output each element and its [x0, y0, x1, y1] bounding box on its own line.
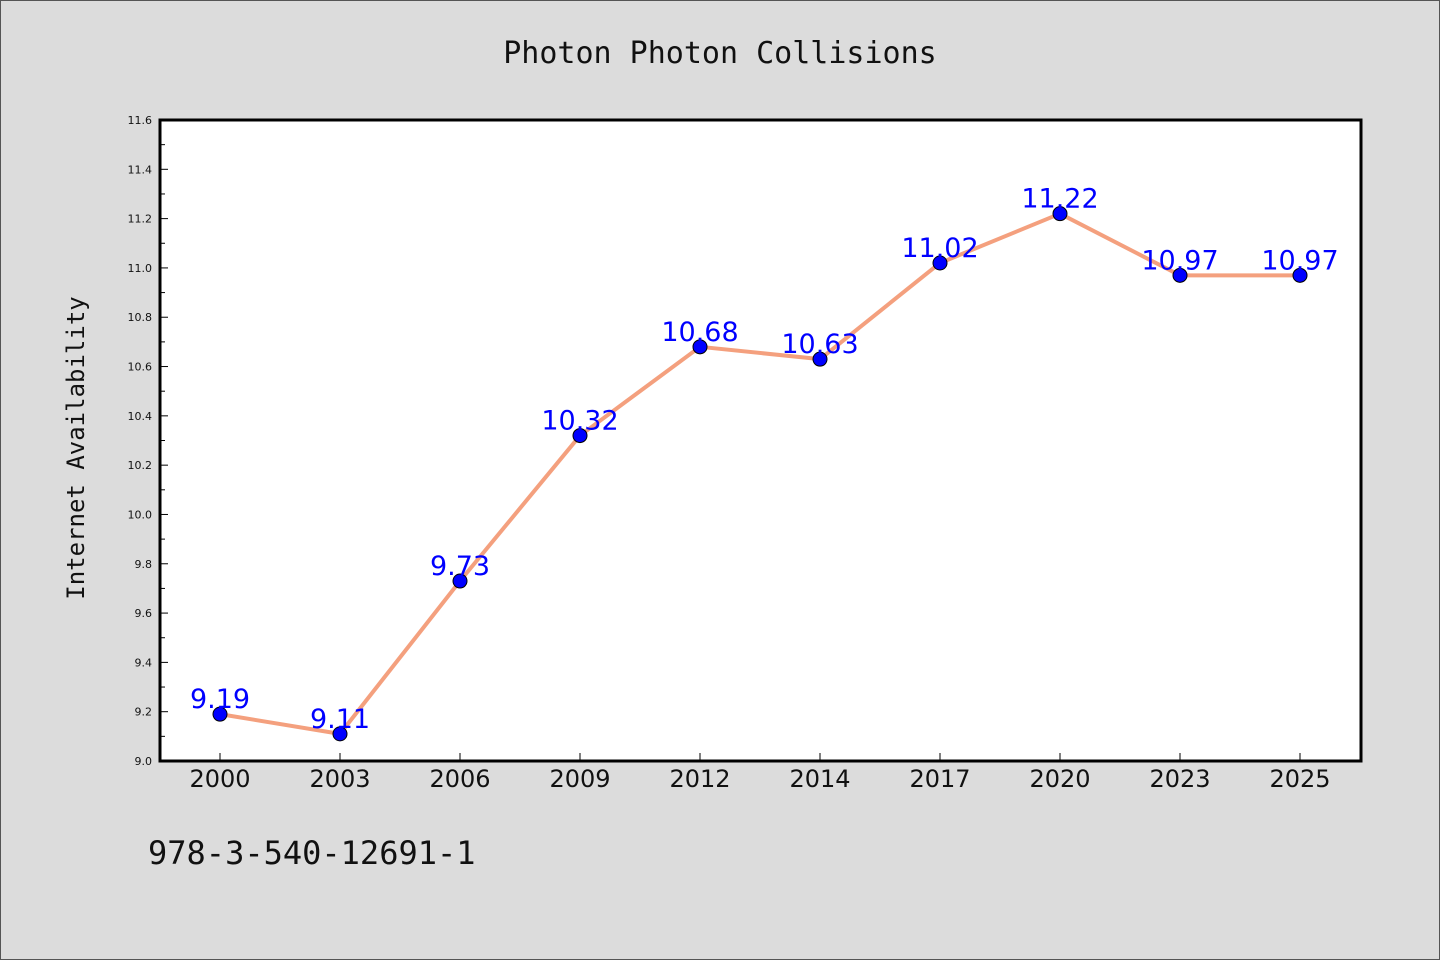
data-point — [452, 573, 468, 589]
x-tick-label: 2020 — [1029, 765, 1090, 793]
x-tick-label: 2023 — [1149, 765, 1210, 793]
x-tick-label: 2006 — [429, 765, 490, 793]
y-tick-label: 10.0 — [128, 508, 153, 521]
data-point — [692, 339, 708, 355]
data-label: 9.19 — [190, 684, 250, 715]
x-axis: 2000 2003 2006 2009 2012 2014 2017 2020 2023 2025 — [189, 753, 1331, 793]
x-tick-label: 2017 — [909, 765, 970, 793]
chart-title: Photon Photon Collisions — [503, 36, 936, 71]
data-label: 10.63 — [781, 329, 858, 360]
x-tick-label: 2000 — [189, 765, 250, 793]
data-point — [572, 428, 588, 444]
y-tick-label: 9.2 — [135, 706, 153, 719]
data-label: 9.11 — [310, 704, 370, 735]
y-tick-label: 11.0 — [128, 262, 153, 275]
data-point — [1172, 267, 1188, 283]
data-point — [932, 255, 948, 271]
y-tick-label: 9.8 — [135, 558, 153, 571]
y-tick-label: 10.8 — [128, 311, 153, 324]
data-labels: 9.19 9.11 9.73 10.32 10.68 10.63 11.02 11.22 10.… — [190, 184, 1339, 735]
data-label: 10.97 — [1141, 245, 1218, 276]
y-tick-label: 10.6 — [128, 361, 153, 374]
data-markers — [212, 206, 1308, 742]
x-tick-label: 2009 — [549, 765, 610, 793]
data-point — [1052, 206, 1068, 222]
data-point — [1292, 267, 1308, 283]
plot-area — [160, 120, 1361, 761]
data-point — [212, 706, 228, 722]
y-axis-label: Internet Availability — [62, 296, 90, 599]
data-label: 11.22 — [1021, 184, 1098, 215]
plot-border — [158, 118, 1363, 763]
x-tick-label: 2025 — [1269, 765, 1330, 793]
data-label: 10.97 — [1261, 245, 1338, 276]
data-label: 10.68 — [661, 317, 738, 348]
data-point — [332, 726, 348, 742]
y-tick-label: 11.4 — [128, 163, 153, 176]
y-tick-label: 9.4 — [135, 656, 153, 669]
y-tick-label: 10.4 — [128, 410, 153, 423]
y-tick-label: 11.2 — [128, 213, 153, 226]
series-line — [219, 211, 1300, 736]
data-point — [812, 351, 828, 367]
y-tick-label: 10.2 — [128, 459, 153, 472]
data-label: 10.32 — [541, 406, 618, 437]
data-label: 11.02 — [901, 233, 978, 264]
y-tick-label: 11.6 — [128, 114, 153, 127]
y-tick-label: 9.6 — [135, 607, 153, 620]
y-tick-label: 9.0 — [135, 755, 153, 768]
isbn-text: 978-3-540-12691-1 — [148, 834, 476, 872]
x-tick-label: 2003 — [309, 765, 370, 793]
data-label: 9.73 — [430, 551, 490, 582]
x-tick-label: 2012 — [669, 765, 730, 793]
x-tick-label: 2014 — [789, 765, 850, 793]
